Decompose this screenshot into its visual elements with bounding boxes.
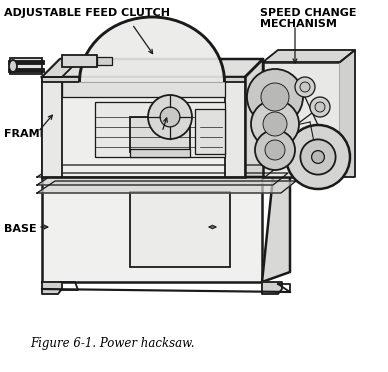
- Circle shape: [300, 82, 310, 92]
- Polygon shape: [42, 59, 263, 77]
- Polygon shape: [262, 165, 290, 282]
- Bar: [62, 55, 97, 67]
- Polygon shape: [263, 50, 355, 62]
- Circle shape: [265, 140, 285, 160]
- Polygon shape: [37, 173, 288, 185]
- Circle shape: [255, 130, 295, 170]
- Ellipse shape: [9, 60, 17, 72]
- Circle shape: [295, 77, 315, 97]
- Bar: [130, 149, 190, 157]
- Circle shape: [261, 83, 289, 111]
- Bar: [10, 58, 42, 74]
- Bar: [95, 102, 225, 157]
- Text: Figure 6-1. Power hacksaw.: Figure 6-1. Power hacksaw.: [30, 337, 194, 350]
- Text: ADJUSTABLE FEED CLUTCH: ADJUSTABLE FEED CLUTCH: [4, 8, 170, 18]
- Circle shape: [148, 95, 192, 139]
- Bar: [130, 117, 190, 152]
- Bar: [42, 77, 245, 82]
- Polygon shape: [37, 165, 280, 177]
- Circle shape: [310, 97, 330, 117]
- Polygon shape: [42, 165, 290, 177]
- Polygon shape: [262, 282, 282, 294]
- Polygon shape: [37, 181, 296, 193]
- Polygon shape: [340, 50, 355, 177]
- Circle shape: [286, 125, 350, 189]
- Text: SPEED CHANGE: SPEED CHANGE: [260, 8, 357, 18]
- Bar: [130, 192, 230, 267]
- Polygon shape: [42, 59, 80, 77]
- Bar: [42, 77, 245, 177]
- Bar: [62, 77, 225, 97]
- Circle shape: [312, 151, 324, 163]
- Text: MECHANISM: MECHANISM: [260, 19, 337, 29]
- Circle shape: [263, 112, 287, 136]
- Polygon shape: [245, 59, 290, 177]
- Text: VISE: VISE: [147, 129, 176, 139]
- Bar: [42, 77, 62, 177]
- Text: FRAME: FRAME: [4, 129, 47, 139]
- Circle shape: [300, 140, 336, 174]
- Bar: [97, 57, 112, 65]
- Bar: [225, 77, 245, 177]
- Text: BASE: BASE: [4, 224, 36, 234]
- Circle shape: [160, 107, 180, 127]
- Bar: [42, 177, 262, 282]
- Bar: [263, 62, 340, 177]
- Bar: [195, 109, 225, 154]
- Polygon shape: [42, 282, 62, 294]
- Polygon shape: [80, 17, 225, 82]
- Circle shape: [247, 69, 303, 125]
- Circle shape: [315, 102, 325, 112]
- Circle shape: [251, 100, 299, 148]
